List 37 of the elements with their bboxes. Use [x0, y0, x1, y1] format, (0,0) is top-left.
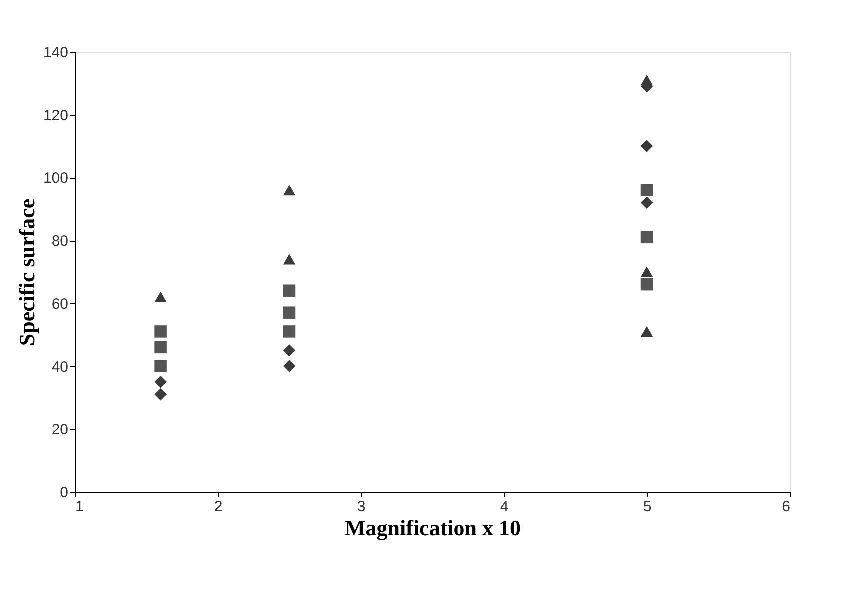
y-tick-label: 60 — [52, 296, 68, 313]
point — [283, 360, 296, 372]
point — [283, 284, 296, 297]
y-tick-label: 20 — [52, 422, 68, 439]
point — [640, 184, 654, 196]
point — [283, 306, 296, 319]
y-tick-label: 0 — [60, 484, 68, 502]
y-tick-label: 40 — [52, 358, 68, 376]
y-tick-label: 100 — [43, 170, 68, 188]
x-tick-label: 4 — [500, 498, 509, 516]
point — [154, 326, 167, 338]
point — [154, 341, 167, 354]
point — [283, 326, 296, 338]
point — [283, 344, 296, 357]
point — [640, 231, 654, 244]
point — [640, 326, 654, 338]
point — [640, 140, 654, 152]
point — [154, 360, 167, 372]
x-tick-label: 2 — [214, 498, 223, 516]
x-axis-title: Magnification x 10 — [345, 516, 521, 540]
point — [640, 278, 654, 291]
point — [154, 388, 167, 401]
point — [154, 292, 167, 302]
point — [640, 196, 654, 209]
y-tick-label: 80 — [52, 233, 68, 250]
point — [283, 254, 296, 265]
x-tick-label: 3 — [357, 498, 366, 516]
point — [154, 376, 167, 388]
y-tick-label: 120 — [43, 107, 68, 124]
point — [640, 266, 654, 278]
x-tick-label: 5 — [643, 498, 652, 516]
point — [640, 74, 654, 86]
y-tick-label: 140 — [43, 44, 68, 62]
y-axis-title: Specific surface — [14, 198, 40, 346]
point — [283, 184, 296, 196]
x-tick-label: 1 — [76, 498, 84, 516]
x-tick-label: 6 — [782, 498, 790, 516]
